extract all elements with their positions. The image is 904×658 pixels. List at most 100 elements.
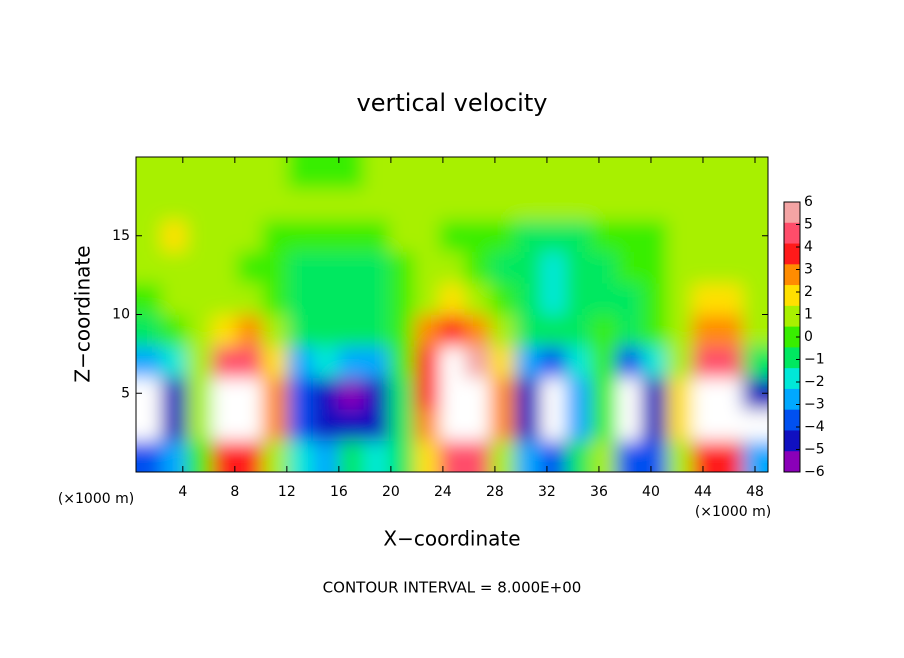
field-cell (388, 283, 415, 315)
field-cell (161, 314, 188, 347)
colorbar-label: 0 (804, 329, 813, 345)
field-cell (388, 220, 415, 252)
field-cell (262, 440, 289, 472)
field-cell (666, 440, 693, 472)
field-cell (287, 188, 314, 221)
field-cell (540, 283, 567, 315)
field (136, 157, 768, 472)
field-cell (692, 220, 718, 252)
field-cell (262, 346, 289, 378)
field-cell (616, 409, 643, 441)
colorbar-label: −6 (804, 464, 825, 480)
field-cell (211, 409, 238, 441)
field-cell (161, 283, 188, 315)
field-cell (515, 409, 541, 441)
field-cell (641, 409, 668, 441)
y-tick-label: 10 (112, 307, 130, 323)
field-cell (616, 157, 643, 189)
field-cell (414, 188, 440, 221)
field-cell (287, 377, 314, 410)
field-cell (742, 409, 768, 441)
field-cell (414, 251, 440, 284)
field-cell (565, 314, 592, 347)
field-cell (161, 346, 188, 378)
field-cell (312, 283, 339, 315)
field-cell (186, 409, 213, 441)
x-tick-label: 8 (230, 484, 239, 500)
field-cell (540, 346, 567, 378)
field-cell (540, 377, 567, 410)
field-cell (515, 440, 541, 472)
field-cell (565, 251, 592, 284)
field-cell (565, 440, 592, 472)
field-cell (666, 314, 693, 347)
field-cell (287, 157, 314, 189)
field-cell (136, 440, 162, 472)
field-cell (591, 220, 617, 252)
field-cell (540, 251, 567, 284)
field-cell (464, 314, 491, 347)
field-cell (439, 314, 466, 347)
field-cell (363, 440, 390, 472)
field-cell (591, 409, 617, 441)
field-cell (717, 377, 744, 410)
field-cell (489, 188, 516, 221)
field-cell (591, 188, 617, 221)
field-cell (262, 157, 289, 189)
field-cell (414, 157, 440, 189)
field-cell (237, 314, 263, 347)
field-cell (312, 346, 339, 378)
field-cell (515, 346, 541, 378)
field-cell (262, 188, 289, 221)
field-cell (287, 409, 314, 441)
field-cell (641, 283, 668, 315)
field-cell (186, 188, 213, 221)
field-cell (287, 346, 314, 378)
field-cell (641, 220, 668, 252)
field-cell (262, 283, 289, 315)
field-cell (237, 220, 263, 252)
x-tick-label: 20 (382, 484, 400, 500)
field-cell (363, 283, 390, 315)
field-cell (414, 220, 440, 252)
field-cell (616, 188, 643, 221)
field-cell (363, 220, 390, 252)
field-cell (540, 220, 567, 252)
field-cell (540, 157, 567, 189)
field-cell (489, 314, 516, 347)
field-cell (312, 251, 339, 284)
colorbar-swatch (784, 326, 800, 348)
field-cell (616, 251, 643, 284)
field-cell (515, 251, 541, 284)
field-cell (464, 157, 491, 189)
field-cell (388, 251, 415, 284)
field-cell (262, 251, 289, 284)
colorbar-label: 1 (804, 307, 813, 323)
field-cell (338, 314, 365, 347)
field-cell (591, 377, 617, 410)
field-cell (439, 283, 466, 315)
colorbar-swatch (784, 202, 800, 224)
field-cell (287, 440, 314, 472)
field-cell (464, 346, 491, 378)
field-cell (338, 377, 365, 410)
field-cell (388, 440, 415, 472)
field-cell (692, 157, 718, 189)
colorbar-swatch (784, 451, 800, 473)
field-cell (692, 283, 718, 315)
field-cell (515, 188, 541, 221)
field-cell (641, 188, 668, 221)
field-cell (616, 220, 643, 252)
field-cell (489, 283, 516, 315)
field-cell (414, 409, 440, 441)
colorbar-swatch (784, 430, 800, 452)
field-cell (388, 314, 415, 347)
y-tick-label: 5 (121, 385, 130, 401)
field-cell (591, 314, 617, 347)
field-cell (312, 409, 339, 441)
field-cell (211, 283, 238, 315)
field-cell (591, 251, 617, 284)
colorbar-swatch (784, 285, 800, 307)
field-cell (641, 251, 668, 284)
field-cell (742, 157, 768, 189)
